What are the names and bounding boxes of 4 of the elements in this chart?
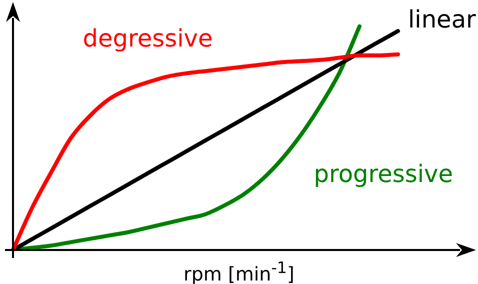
series-label: progressive xyxy=(314,160,453,188)
x-axis-title: rpm [min$^{-1}$] xyxy=(182,258,296,284)
series-label: degressive xyxy=(82,24,213,53)
series-label: linear xyxy=(408,5,476,34)
